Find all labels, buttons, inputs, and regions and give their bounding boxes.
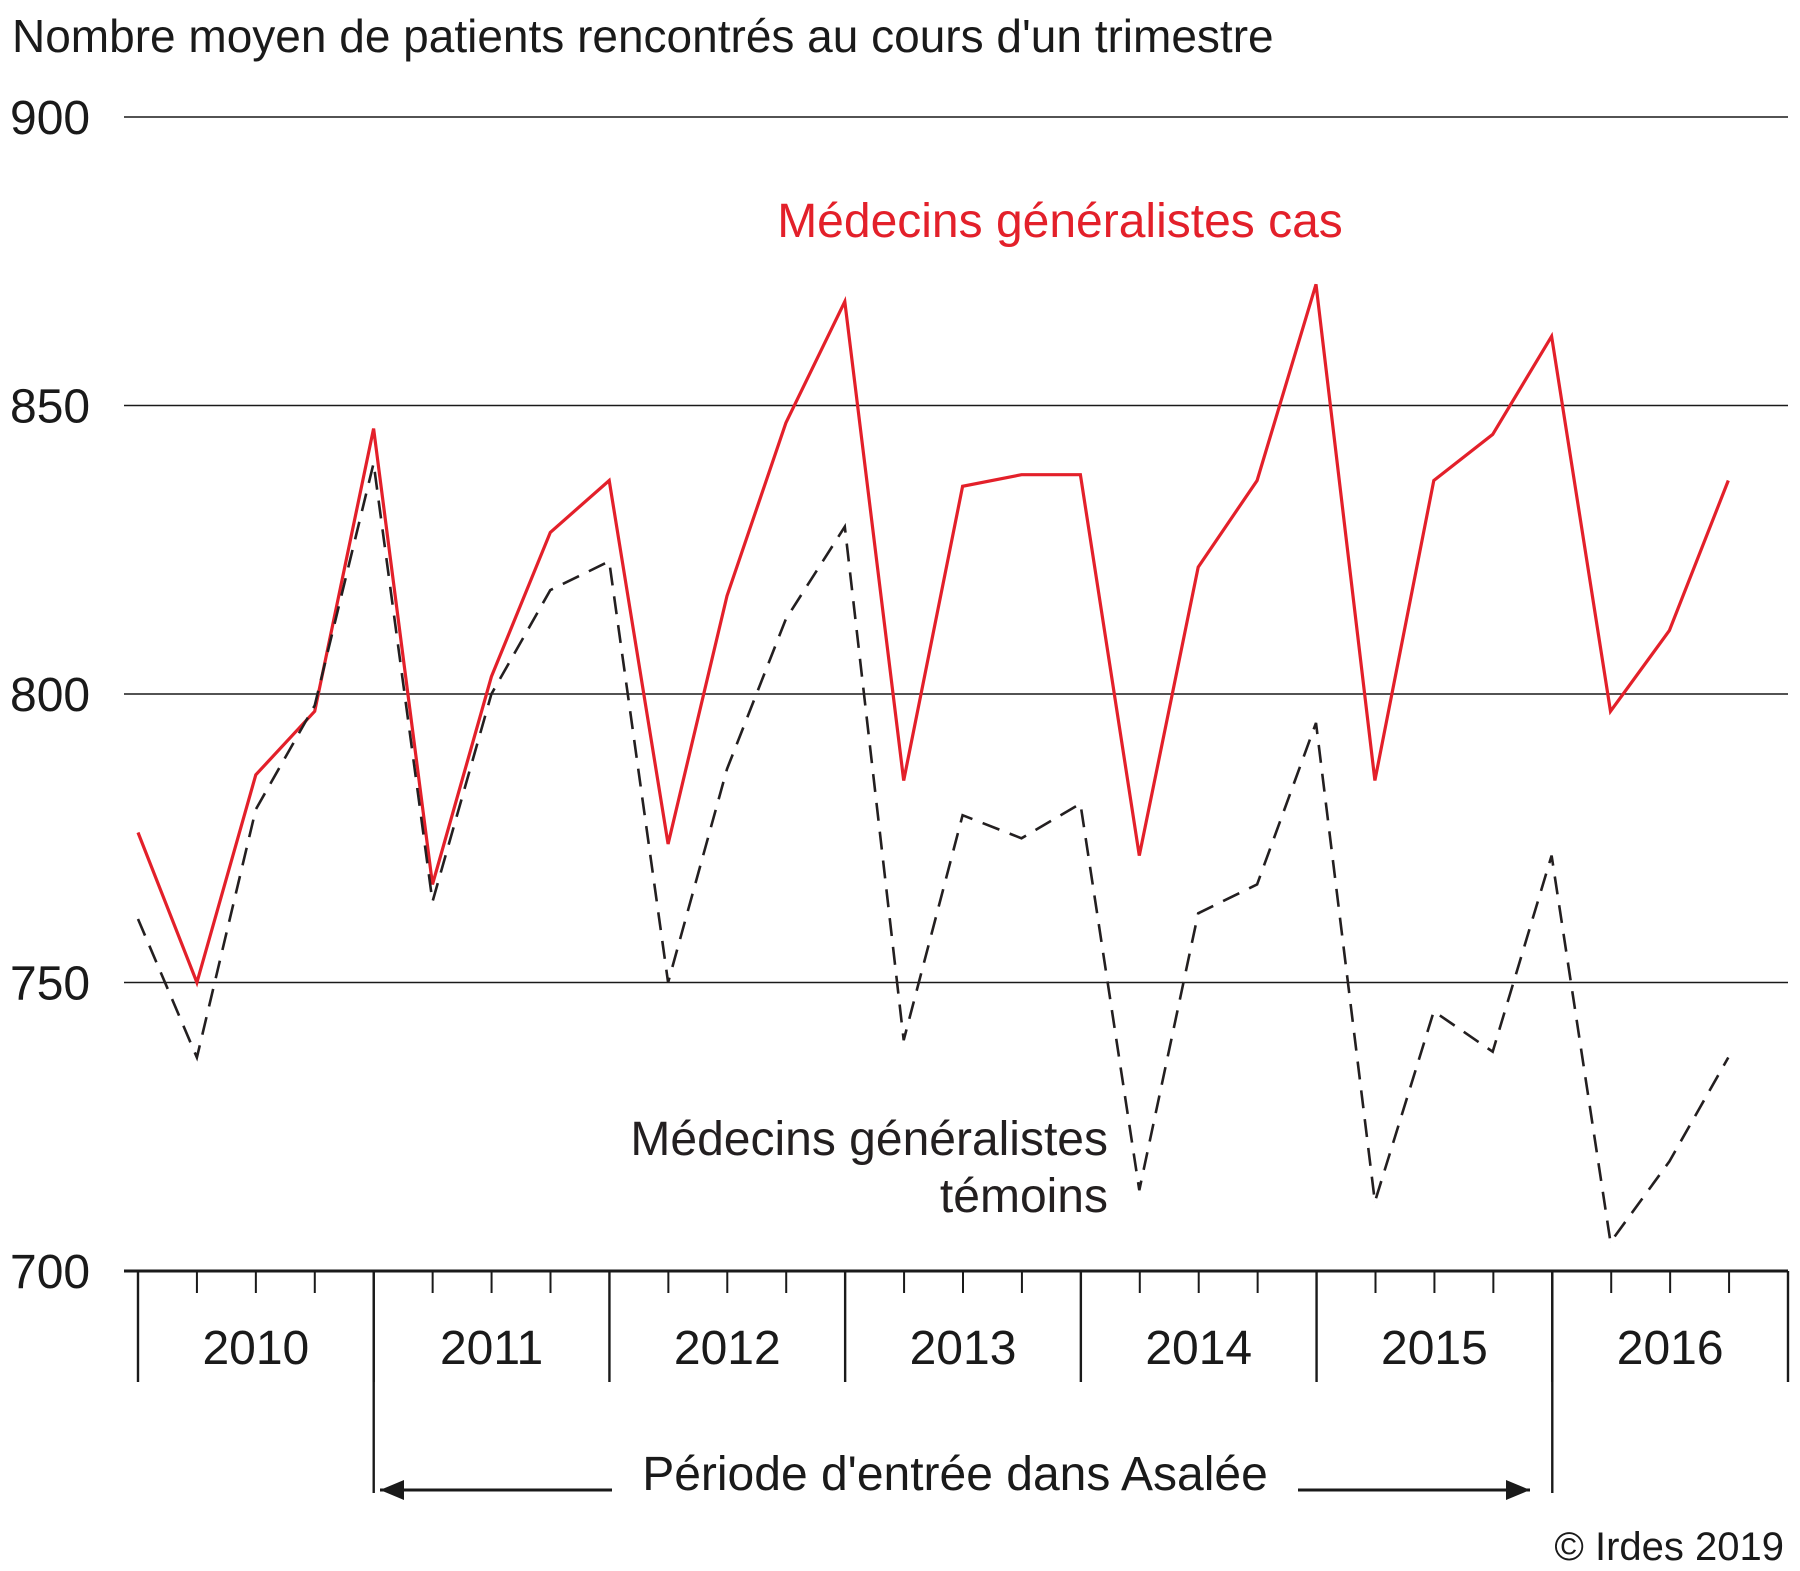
period-label: Période d'entrée dans Asalée — [642, 1448, 1268, 1501]
y-axis-tick-labels: 900 850 800 750 700 — [10, 92, 90, 1299]
x-tick-label-year: 2014 — [1145, 1322, 1252, 1375]
y-tick-label: 700 — [10, 1246, 90, 1299]
y-tick-label: 800 — [10, 669, 90, 722]
series-line-temoins — [136, 462, 1730, 1246]
x-tick-label-year: 2011 — [440, 1322, 543, 1375]
x-tick-label-year: 2016 — [1617, 1322, 1724, 1375]
x-tick-label-year: 2013 — [910, 1322, 1017, 1375]
series-label-temoins-line2: témoins — [940, 1170, 1108, 1223]
x-tick-label-year: 2010 — [202, 1322, 309, 1375]
series-label-cas: Médecins généralistes cas — [777, 195, 1343, 248]
y-tick-label: 750 — [10, 958, 90, 1011]
period-arrow-right-head — [1506, 1480, 1530, 1500]
series-lines — [136, 283, 1730, 1246]
period-annotation: Période d'entrée dans Asalée — [380, 1448, 1530, 1501]
x-tick-label-year: 2012 — [674, 1322, 781, 1375]
x-tick-label-year: 2015 — [1381, 1322, 1488, 1375]
series-line-cas — [136, 283, 1730, 988]
series-label-temoins-line1: Médecins généralistes — [630, 1113, 1108, 1166]
x-axis: 2010 2011 2012 2013 2014 2015 2016 — [136, 1271, 1790, 1493]
credit: © Irdes 2019 — [1554, 1525, 1784, 1569]
chart-title: Nombre moyen de patients rencontrés au c… — [12, 10, 1274, 62]
y-tick-label: 850 — [10, 381, 90, 434]
period-arrow-left-head — [380, 1480, 404, 1500]
gridlines — [124, 116, 1788, 1273]
y-tick-label: 900 — [10, 92, 90, 145]
